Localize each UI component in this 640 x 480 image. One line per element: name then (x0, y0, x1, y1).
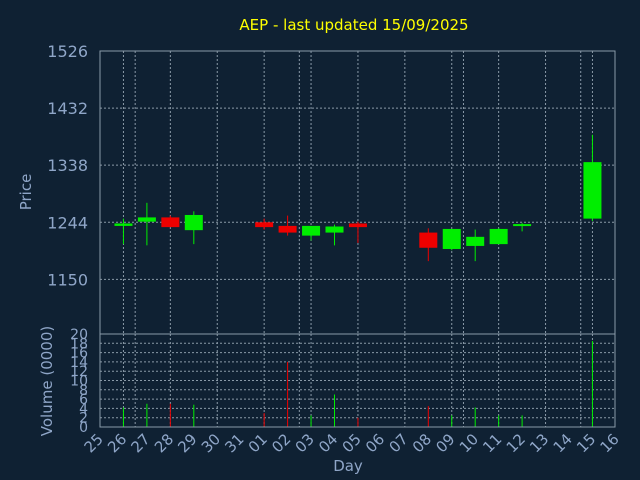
price-tick-label: 1150 (47, 270, 88, 289)
volume-tick-label: 16 (70, 346, 88, 362)
price-tick-label: 1432 (47, 99, 88, 118)
volume-tick-label: 0 (79, 420, 88, 436)
volume-tick-label: 14 (70, 355, 88, 371)
candle-body (114, 223, 133, 226)
volume-tick-label: 10 (70, 374, 88, 390)
candle-body (184, 214, 203, 231)
x-tick-labels: 2526272829303101020304050607080910111213… (81, 430, 623, 456)
x-axis-label: Day (333, 457, 363, 475)
price-tick-label: 1338 (47, 156, 88, 175)
candle-body (466, 236, 485, 246)
candle-body (513, 224, 532, 227)
chart-title: AEP - last updated 15/09/2025 (239, 16, 468, 34)
candle-body (325, 226, 344, 233)
price-y-tick-labels: 1526 1432 1338 1244 1150 (47, 42, 88, 289)
volume-tick-label: 8 (79, 383, 88, 399)
price-axis-label: Price (17, 174, 35, 211)
candle-body (302, 225, 321, 236)
volume-tick-label: 12 (70, 364, 88, 380)
candle-body (137, 217, 156, 222)
price-tick-label: 1526 (47, 42, 88, 61)
price-tick-label: 1244 (47, 213, 88, 232)
candle-body (278, 225, 297, 233)
volume-axis-label: Volume (0000) (38, 326, 56, 436)
candle-body (489, 228, 508, 245)
candle-body (348, 223, 367, 228)
volume-bars (122, 340, 593, 427)
candle-body (255, 222, 274, 228)
volume-tick-label: 4 (79, 401, 88, 417)
volume-tick-label: 6 (79, 392, 88, 408)
volume-panel-frame (99, 333, 616, 428)
volume-tick-label: 2 (79, 411, 88, 427)
volume-tick-label: 20 (70, 327, 88, 343)
candle-body (161, 217, 180, 228)
candlesticks (114, 134, 602, 262)
candle-body (583, 162, 602, 219)
candle-body (419, 232, 438, 248)
candle-body (442, 228, 461, 249)
volume-tick-label: 18 (70, 336, 88, 352)
